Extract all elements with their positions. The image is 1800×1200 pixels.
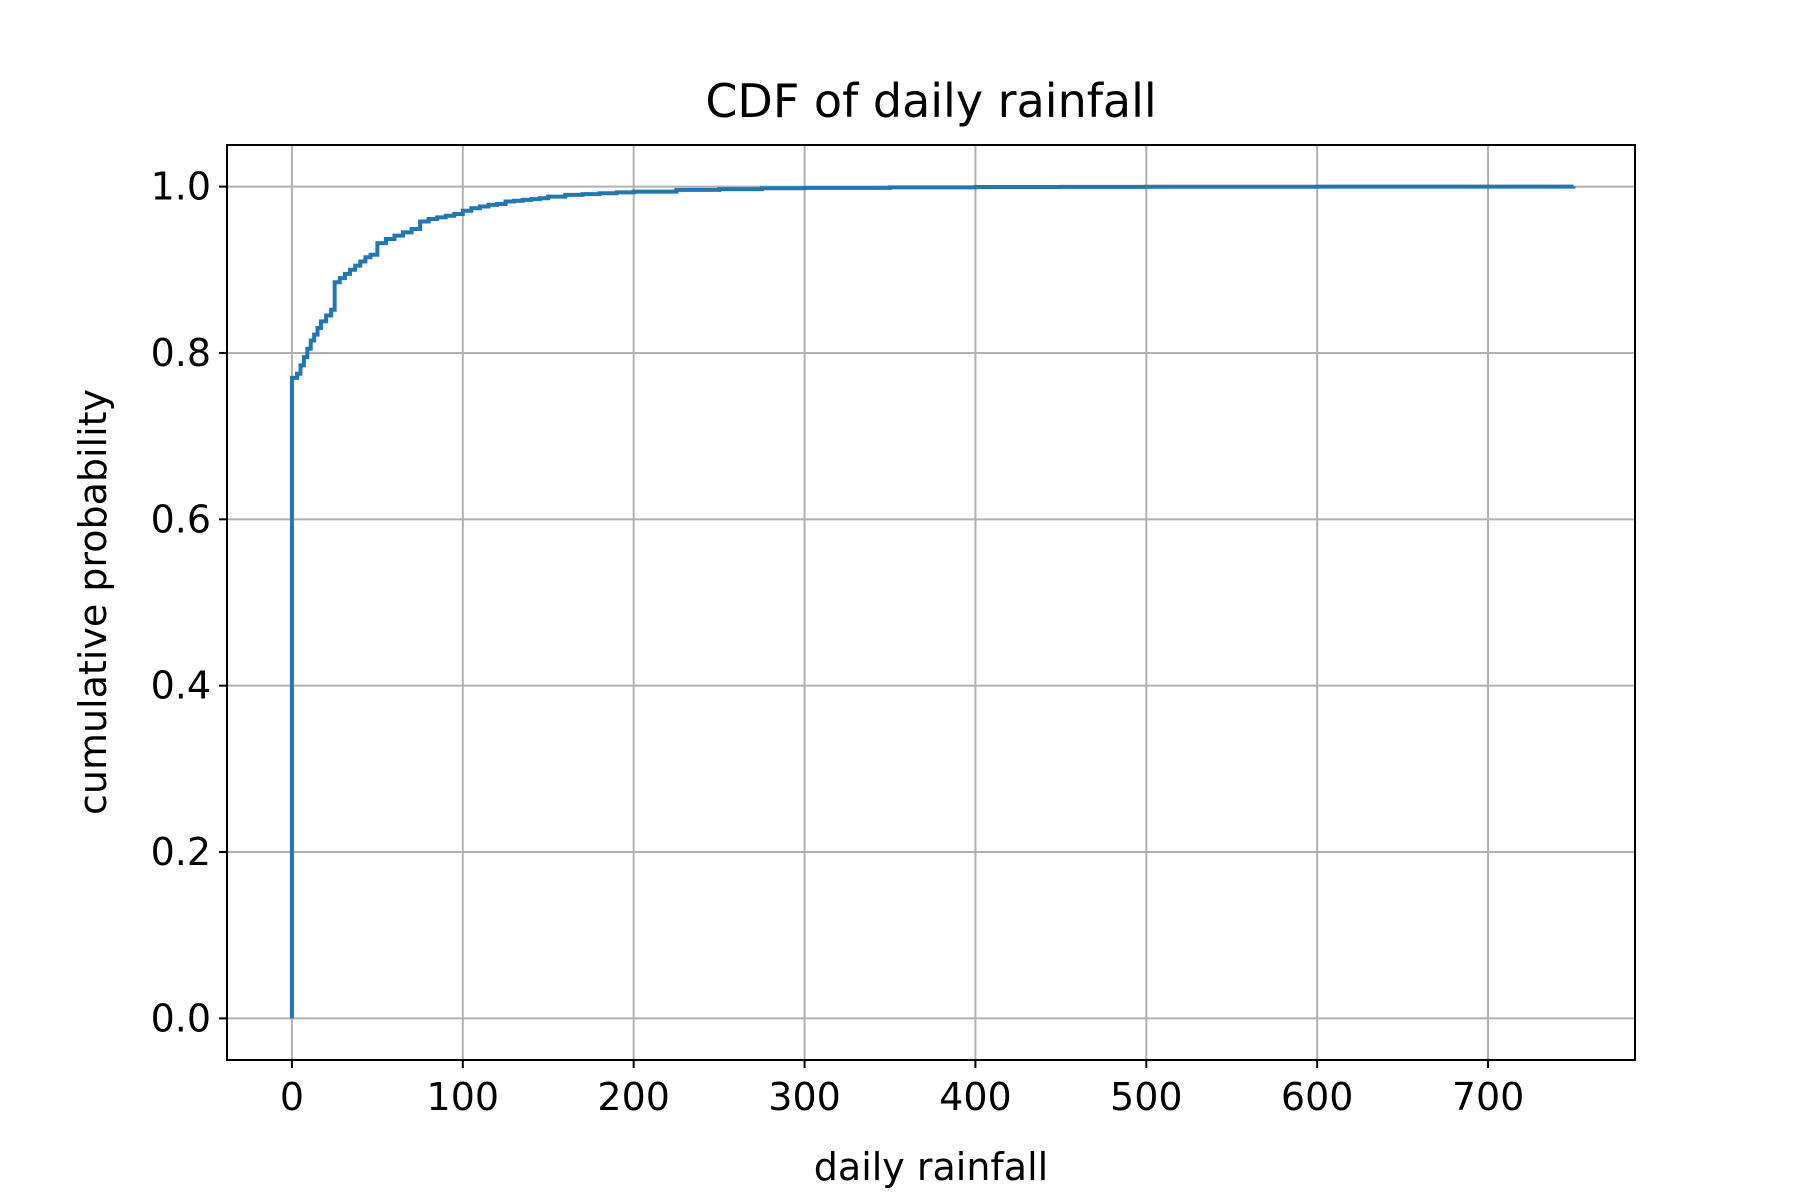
x-tick-label: 500 [1110, 1075, 1183, 1119]
cdf-line [289, 184, 1576, 1019]
x-tick-label: 200 [597, 1075, 670, 1119]
plot-area-frame [226, 144, 1636, 1061]
x-axis-label: daily rainfall [814, 1145, 1048, 1189]
y-axis-label: cumulative probability [71, 389, 115, 815]
y-tick-label: 0.2 [151, 830, 211, 874]
x-tick-label: 100 [427, 1075, 500, 1119]
grid-lines [227, 145, 1635, 1060]
y-tick-label: 1.0 [151, 165, 211, 209]
x-tick-label: 300 [768, 1075, 841, 1119]
x-axis-ticks: 0 100 200 300 400 500 600 700 [280, 1060, 1524, 1119]
x-tick-label: 600 [1281, 1075, 1354, 1119]
chart-title: CDF of daily rainfall [705, 74, 1156, 128]
x-tick-label: 400 [939, 1075, 1012, 1119]
y-tick-label: 0.4 [151, 664, 211, 708]
y-tick-label: 0.0 [151, 996, 211, 1040]
y-tick-label: 0.8 [151, 331, 211, 375]
y-tick-label: 0.6 [151, 497, 211, 541]
x-tick-label: 700 [1452, 1075, 1525, 1119]
y-axis-ticks: 0.0 0.2 0.4 0.6 0.8 1.0 [151, 165, 227, 1040]
plot-series [289, 184, 1576, 1019]
x-tick-label: 0 [280, 1075, 304, 1119]
